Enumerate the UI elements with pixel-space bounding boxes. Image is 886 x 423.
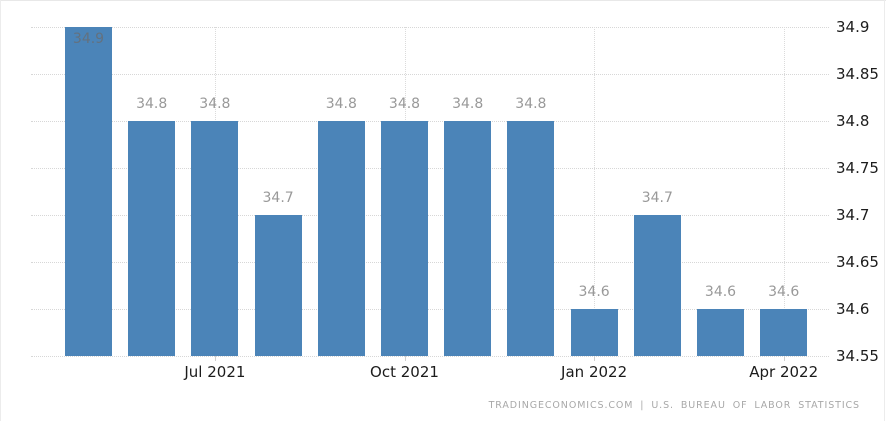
bar xyxy=(255,215,302,356)
bar xyxy=(507,121,554,356)
bar xyxy=(191,121,238,356)
chart-frame-top-border xyxy=(0,0,886,1)
bar-value-label: 34.7 xyxy=(262,190,294,206)
y-tick-label: 34.7 xyxy=(836,206,870,224)
y-tick-label: 34.65 xyxy=(836,253,879,271)
x-tick-label: Apr 2022 xyxy=(749,363,819,381)
bar xyxy=(444,121,491,356)
bar-value-label: 34.8 xyxy=(136,96,168,112)
bar xyxy=(128,121,175,356)
bar-value-label: 34.9 xyxy=(72,31,105,47)
bar-value-label: 34.8 xyxy=(388,96,421,112)
bar-value-label: 34.8 xyxy=(452,96,484,112)
x-axis-tick xyxy=(404,356,406,361)
bar xyxy=(697,309,744,356)
y-gridline xyxy=(31,215,829,216)
x-axis-tick xyxy=(594,356,596,361)
bar xyxy=(381,121,428,356)
y-gridline xyxy=(31,356,829,357)
chart-frame-left-border xyxy=(0,0,1,421)
bar-value-label: 34.8 xyxy=(199,96,231,112)
bar-value-label: 34.8 xyxy=(325,96,357,112)
bar-value-label: 34.6 xyxy=(578,284,610,300)
y-tick-label: 34.9 xyxy=(836,18,870,36)
y-tick-label: 34.8 xyxy=(836,112,870,130)
y-gridline xyxy=(31,74,829,75)
bar xyxy=(760,309,807,356)
bar xyxy=(65,27,112,356)
bar-value-label: 34.6 xyxy=(768,284,800,300)
x-tick-label: Jan 2022 xyxy=(561,363,628,381)
x-axis-tick xyxy=(783,356,785,361)
attribution-text: TRADINGECONOMICS.COM | U.S. BUREAU OF LA… xyxy=(488,400,860,411)
y-tick-label: 34.85 xyxy=(836,65,879,83)
y-tick-label: 34.75 xyxy=(836,159,879,177)
bar-value-label: 34.6 xyxy=(704,284,737,300)
x-gridline xyxy=(594,27,596,356)
bar xyxy=(318,121,365,356)
bar-value-label: 34.7 xyxy=(641,190,673,206)
y-gridline xyxy=(31,27,829,28)
y-gridline xyxy=(31,121,829,122)
chart-frame-right-border xyxy=(884,0,885,421)
y-tick-label: 34.6 xyxy=(836,300,870,318)
y-tick-label: 34.55 xyxy=(836,347,879,365)
y-gridline xyxy=(31,309,829,310)
x-tick-label: Oct 2021 xyxy=(370,363,439,381)
x-axis-tick xyxy=(214,356,216,361)
y-gridline xyxy=(31,262,829,263)
bar xyxy=(634,215,681,356)
y-gridline xyxy=(31,168,829,169)
bar-value-label: 34.8 xyxy=(515,96,547,112)
bar xyxy=(571,309,618,356)
x-tick-label: Jul 2021 xyxy=(184,363,246,381)
x-gridline xyxy=(783,27,785,356)
